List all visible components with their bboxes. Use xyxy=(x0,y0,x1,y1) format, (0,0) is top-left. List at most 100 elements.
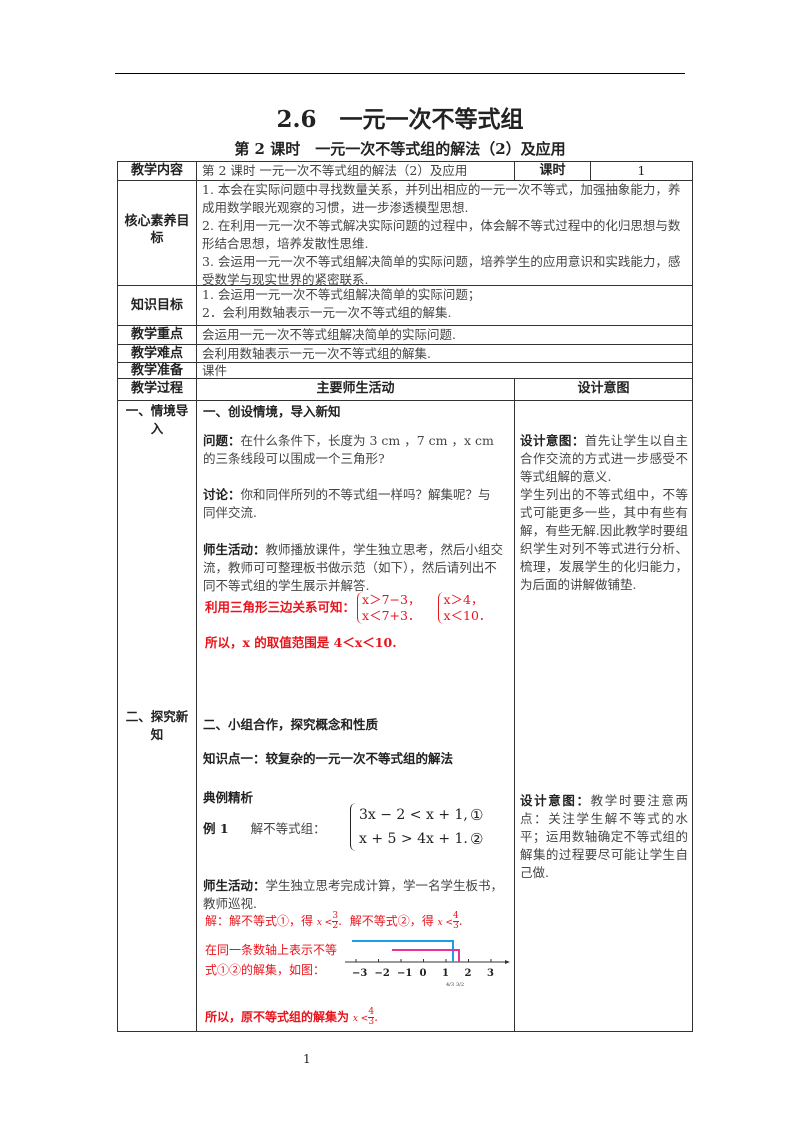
num: 4 xyxy=(368,1007,375,1018)
tick-label: −1 xyxy=(397,968,412,979)
solution-ray-2 xyxy=(392,949,460,962)
period-label: 课时 xyxy=(514,161,591,181)
sys1-line: x＞7−3， xyxy=(362,592,421,607)
number-line: −3 −2 −1 0 1 2 3 4/3 3/2 xyxy=(345,940,510,988)
tick-small-4-3: 4/3 xyxy=(446,982,454,988)
knowledge-goals: 1. 会运用一元一次不等式组解决简单的实际问题； 2．会利用数轴表示一元一次不等… xyxy=(196,285,693,326)
knowledge-item: 2．会利用数轴表示一元一次不等式组的解集. xyxy=(202,305,452,320)
section1-heading: 一、创设情境，导入新知 xyxy=(203,404,341,419)
header-rule xyxy=(115,73,685,74)
core-item: 1. 本会在实际问题中寻找数量关系，并列出相应的一元一次不等式，加强抽象能力，养… xyxy=(202,182,681,215)
system2: x＞4， x＜10． xyxy=(438,592,491,624)
knowledge-item: 1. 会运用一元一次不等式组解决简单的实际问题； xyxy=(202,287,481,302)
section2-heading: 二、小组合作，探究概念和性质 xyxy=(203,717,379,732)
tick-label: 3 xyxy=(487,968,494,979)
page-subtitle: 第 2 课时 一元一次不等式组的解法（2）及应用 xyxy=(234,140,566,158)
activity1: 师生活动：教师播放课件，学生独立思考，然后小组交流，教师可可整理板书做示范（如下… xyxy=(203,541,508,595)
core-goals: 1. 本会在实际问题中寻找数量关系，并列出相应的一元一次不等式，加强抽象能力，养… xyxy=(196,180,693,287)
final-math: x < xyxy=(352,1014,369,1024)
section1-label: 一、情境导入 xyxy=(125,403,189,436)
example-text: 解不等式组： xyxy=(250,821,326,836)
solution-ray-1 xyxy=(352,940,454,962)
activity2: 师生活动：学生独立思考完成计算，学一名学生板书，教师巡视. xyxy=(203,877,508,913)
example-heading: 典例精析 xyxy=(203,790,254,805)
prep-label: 教学准备 xyxy=(117,362,197,379)
mark-1: ① xyxy=(470,806,484,824)
ex-ineq-1: 3x − 2 < x + 1, xyxy=(359,807,468,823)
example-label: 例 1 解不等式组： xyxy=(203,820,326,838)
intent1-text2: 学生列出的不等式组中，不等式可能更多一些，其中有些有解，有些无解.因此教学时要组… xyxy=(520,487,688,592)
activity1-text: 教师播放课件，学生独立思考，然后小组交流，教师可可整理板书做示范（如下），然后请… xyxy=(203,542,504,593)
problem: 问题：在什么条件下，长度为 3 cm ，7 cm ，x cm 的三条线段可以围成… xyxy=(203,432,508,468)
system1: x＞7−3， x＜7+3． xyxy=(357,592,420,624)
tick-label: 0 xyxy=(420,968,427,979)
discuss-label: 讨论： xyxy=(203,487,241,502)
tick-label: −3 xyxy=(352,968,367,979)
den: 2 xyxy=(332,921,339,931)
axis-arrow xyxy=(505,960,510,964)
final-answer: 所以，原不等式组的解集为 x <4 3. xyxy=(205,1007,378,1027)
sys2-line: x＜10． xyxy=(443,608,492,623)
problem-label: 问题： xyxy=(203,433,241,448)
activity2-text: 学生独立思考完成计算，学一名学生板书，教师巡视. xyxy=(203,878,504,911)
activity2-label: 师生活动： xyxy=(203,878,266,893)
sys1-line: x＜7+3． xyxy=(362,608,421,623)
section2-label: 二、探究新知 xyxy=(125,709,189,742)
problem-text: 在什么条件下，长度为 3 cm ，7 cm ，x cm 的三条线段可以围成一个三… xyxy=(203,433,494,466)
num: 4 xyxy=(453,911,459,922)
intent1-text: 首先让学生以自主合作交流的方式进一步感受不等式组解的意义. xyxy=(520,433,688,484)
discuss-text: 你和同伴所列的不等式组一样吗？解集呢？与同伴交流. xyxy=(203,487,491,520)
example-system: 3x − 2 < x + 1, x + 5 > 4x + 1. xyxy=(348,803,468,851)
tick-label: 1 xyxy=(442,968,449,979)
period-value: 1 xyxy=(590,161,693,181)
content-label: 教学内容 xyxy=(117,161,197,181)
example-number: 例 1 xyxy=(203,821,229,836)
core-label: 核心素养目标 xyxy=(117,180,197,286)
den: 3 xyxy=(368,1017,375,1027)
ex-ineq-2: x + 5 > 4x + 1. xyxy=(359,831,468,847)
key-label: 教学重点 xyxy=(117,325,197,345)
intent2-text: 教学时要注意两点：关注学生解不等式的水平；运用数轴确定不等式组的解集的过程要尽可… xyxy=(520,793,688,880)
solution-line: 解：解不等式①，得 x <3 2. 解不等式②，得 x <4 3. xyxy=(205,911,463,931)
process-intent-col xyxy=(514,400,693,1032)
content-value: 第 2 课时 一元一次不等式组的解法（2）及应用 xyxy=(196,161,515,181)
tick-label: −2 xyxy=(375,968,390,979)
intent1-label: 设计意图： xyxy=(520,433,585,448)
activity1-label: 师生活动： xyxy=(203,542,266,557)
difficulty-value: 会利用数轴表示一元一次不等式组的解集. xyxy=(196,344,693,363)
page-title: 2.6 一元一次不等式组 xyxy=(276,106,524,133)
difficulty-label: 教学难点 xyxy=(117,344,197,363)
core-item: 3. 会运用一元一次不等式组解决简单的实际问题，培养学生的应用意识和实践能力，感… xyxy=(202,254,681,287)
process-col1: 教学过程 xyxy=(117,378,197,401)
key-value: 会运用一元一次不等式组解决简单的实际问题. xyxy=(196,325,693,345)
sys2-line: x＞4， xyxy=(443,592,484,607)
red-solution1: 利用三角形三边关系可知： x＞7−3， x＜7+3． x＞4， x＜10． xyxy=(205,592,515,624)
knowledge-label: 知识目标 xyxy=(117,285,197,326)
num: 3 xyxy=(332,911,339,922)
den: 3 xyxy=(453,921,459,931)
prep-value: 课件 xyxy=(196,362,693,379)
tick-small-3-2: 3/2 xyxy=(456,982,464,988)
discussion: 讨论：你和同伴所列的不等式组一样吗？解集呢？与同伴交流. xyxy=(203,486,493,522)
process-col3: 设计意图 xyxy=(514,378,693,401)
core-item: 2. 在利用一元一次不等式解决实际问题的过程中，体会解不等式过程中的化归思想与数… xyxy=(202,218,681,251)
mark-2: ② xyxy=(470,830,484,848)
sol2: 解不等式②，得 xyxy=(349,914,434,928)
sol1: 解：解不等式①，得 xyxy=(205,914,314,928)
intent2: 设计意图：教学时要注意两点：关注学生解不等式的水平；运用数轴确定不等式组的解集的… xyxy=(520,792,688,882)
sol2-math: x < xyxy=(437,918,454,928)
axis-text: 在同一条数轴上表示不等式①②的解集，如图： xyxy=(205,943,338,977)
intent1: 设计意图：首先让学生以自主合作交流的方式进一步感受不等式组解的意义. 学生列出的不… xyxy=(520,432,688,594)
sol1-math: x < xyxy=(316,918,333,928)
process-col2: 主要师生活动 xyxy=(196,378,515,401)
final-text: 所以，原不等式组的解集为 xyxy=(205,1010,350,1024)
tick-label: 2 xyxy=(465,968,472,979)
knowledge-point-1: 知识点一：较复杂的一元一次不等式组的解法 xyxy=(203,751,454,766)
red-intro: 利用三角形三边关系可知： xyxy=(205,599,356,615)
page-number: 1 xyxy=(303,1052,311,1066)
